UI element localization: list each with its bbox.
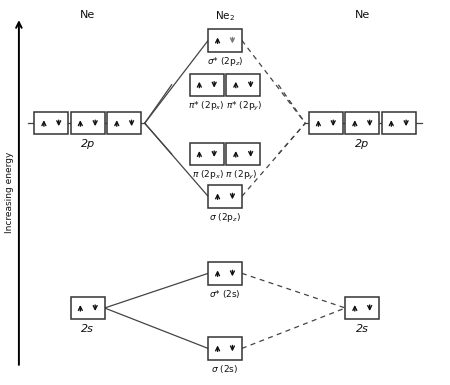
FancyBboxPatch shape <box>108 112 141 134</box>
FancyBboxPatch shape <box>190 143 224 165</box>
FancyBboxPatch shape <box>226 74 260 96</box>
Text: $\sigma$* (2s): $\sigma$* (2s) <box>209 288 241 300</box>
Text: $\sigma$ (2p$_z$): $\sigma$ (2p$_z$) <box>209 211 241 224</box>
Text: 2p: 2p <box>355 139 369 149</box>
FancyBboxPatch shape <box>346 112 379 134</box>
FancyBboxPatch shape <box>71 112 104 134</box>
Text: 2s: 2s <box>81 324 94 334</box>
FancyBboxPatch shape <box>208 185 242 208</box>
FancyBboxPatch shape <box>226 143 260 165</box>
Text: $\pi$ (2p$_x$) $\pi$ (2p$_y$): $\pi$ (2p$_x$) $\pi$ (2p$_y$) <box>192 169 258 182</box>
Text: $\sigma$ (2s): $\sigma$ (2s) <box>212 363 239 375</box>
FancyBboxPatch shape <box>190 74 224 96</box>
FancyBboxPatch shape <box>309 112 343 134</box>
Text: Increasing energy: Increasing energy <box>5 152 14 233</box>
Text: Ne$_2$: Ne$_2$ <box>215 10 235 23</box>
Text: 2s: 2s <box>356 324 369 334</box>
FancyBboxPatch shape <box>346 297 379 319</box>
FancyBboxPatch shape <box>71 297 104 319</box>
Text: 2p: 2p <box>81 139 95 149</box>
FancyBboxPatch shape <box>35 112 68 134</box>
FancyBboxPatch shape <box>208 262 242 285</box>
FancyBboxPatch shape <box>208 337 242 360</box>
Text: Ne: Ne <box>355 10 370 20</box>
FancyBboxPatch shape <box>382 112 416 134</box>
Text: Ne: Ne <box>80 10 95 20</box>
FancyBboxPatch shape <box>208 29 242 52</box>
Text: $\pi$* (2p$_x$) $\pi$* (2p$_y$): $\pi$* (2p$_x$) $\pi$* (2p$_y$) <box>188 100 262 113</box>
Text: $\sigma$* (2p$_z$): $\sigma$* (2p$_z$) <box>207 55 243 69</box>
